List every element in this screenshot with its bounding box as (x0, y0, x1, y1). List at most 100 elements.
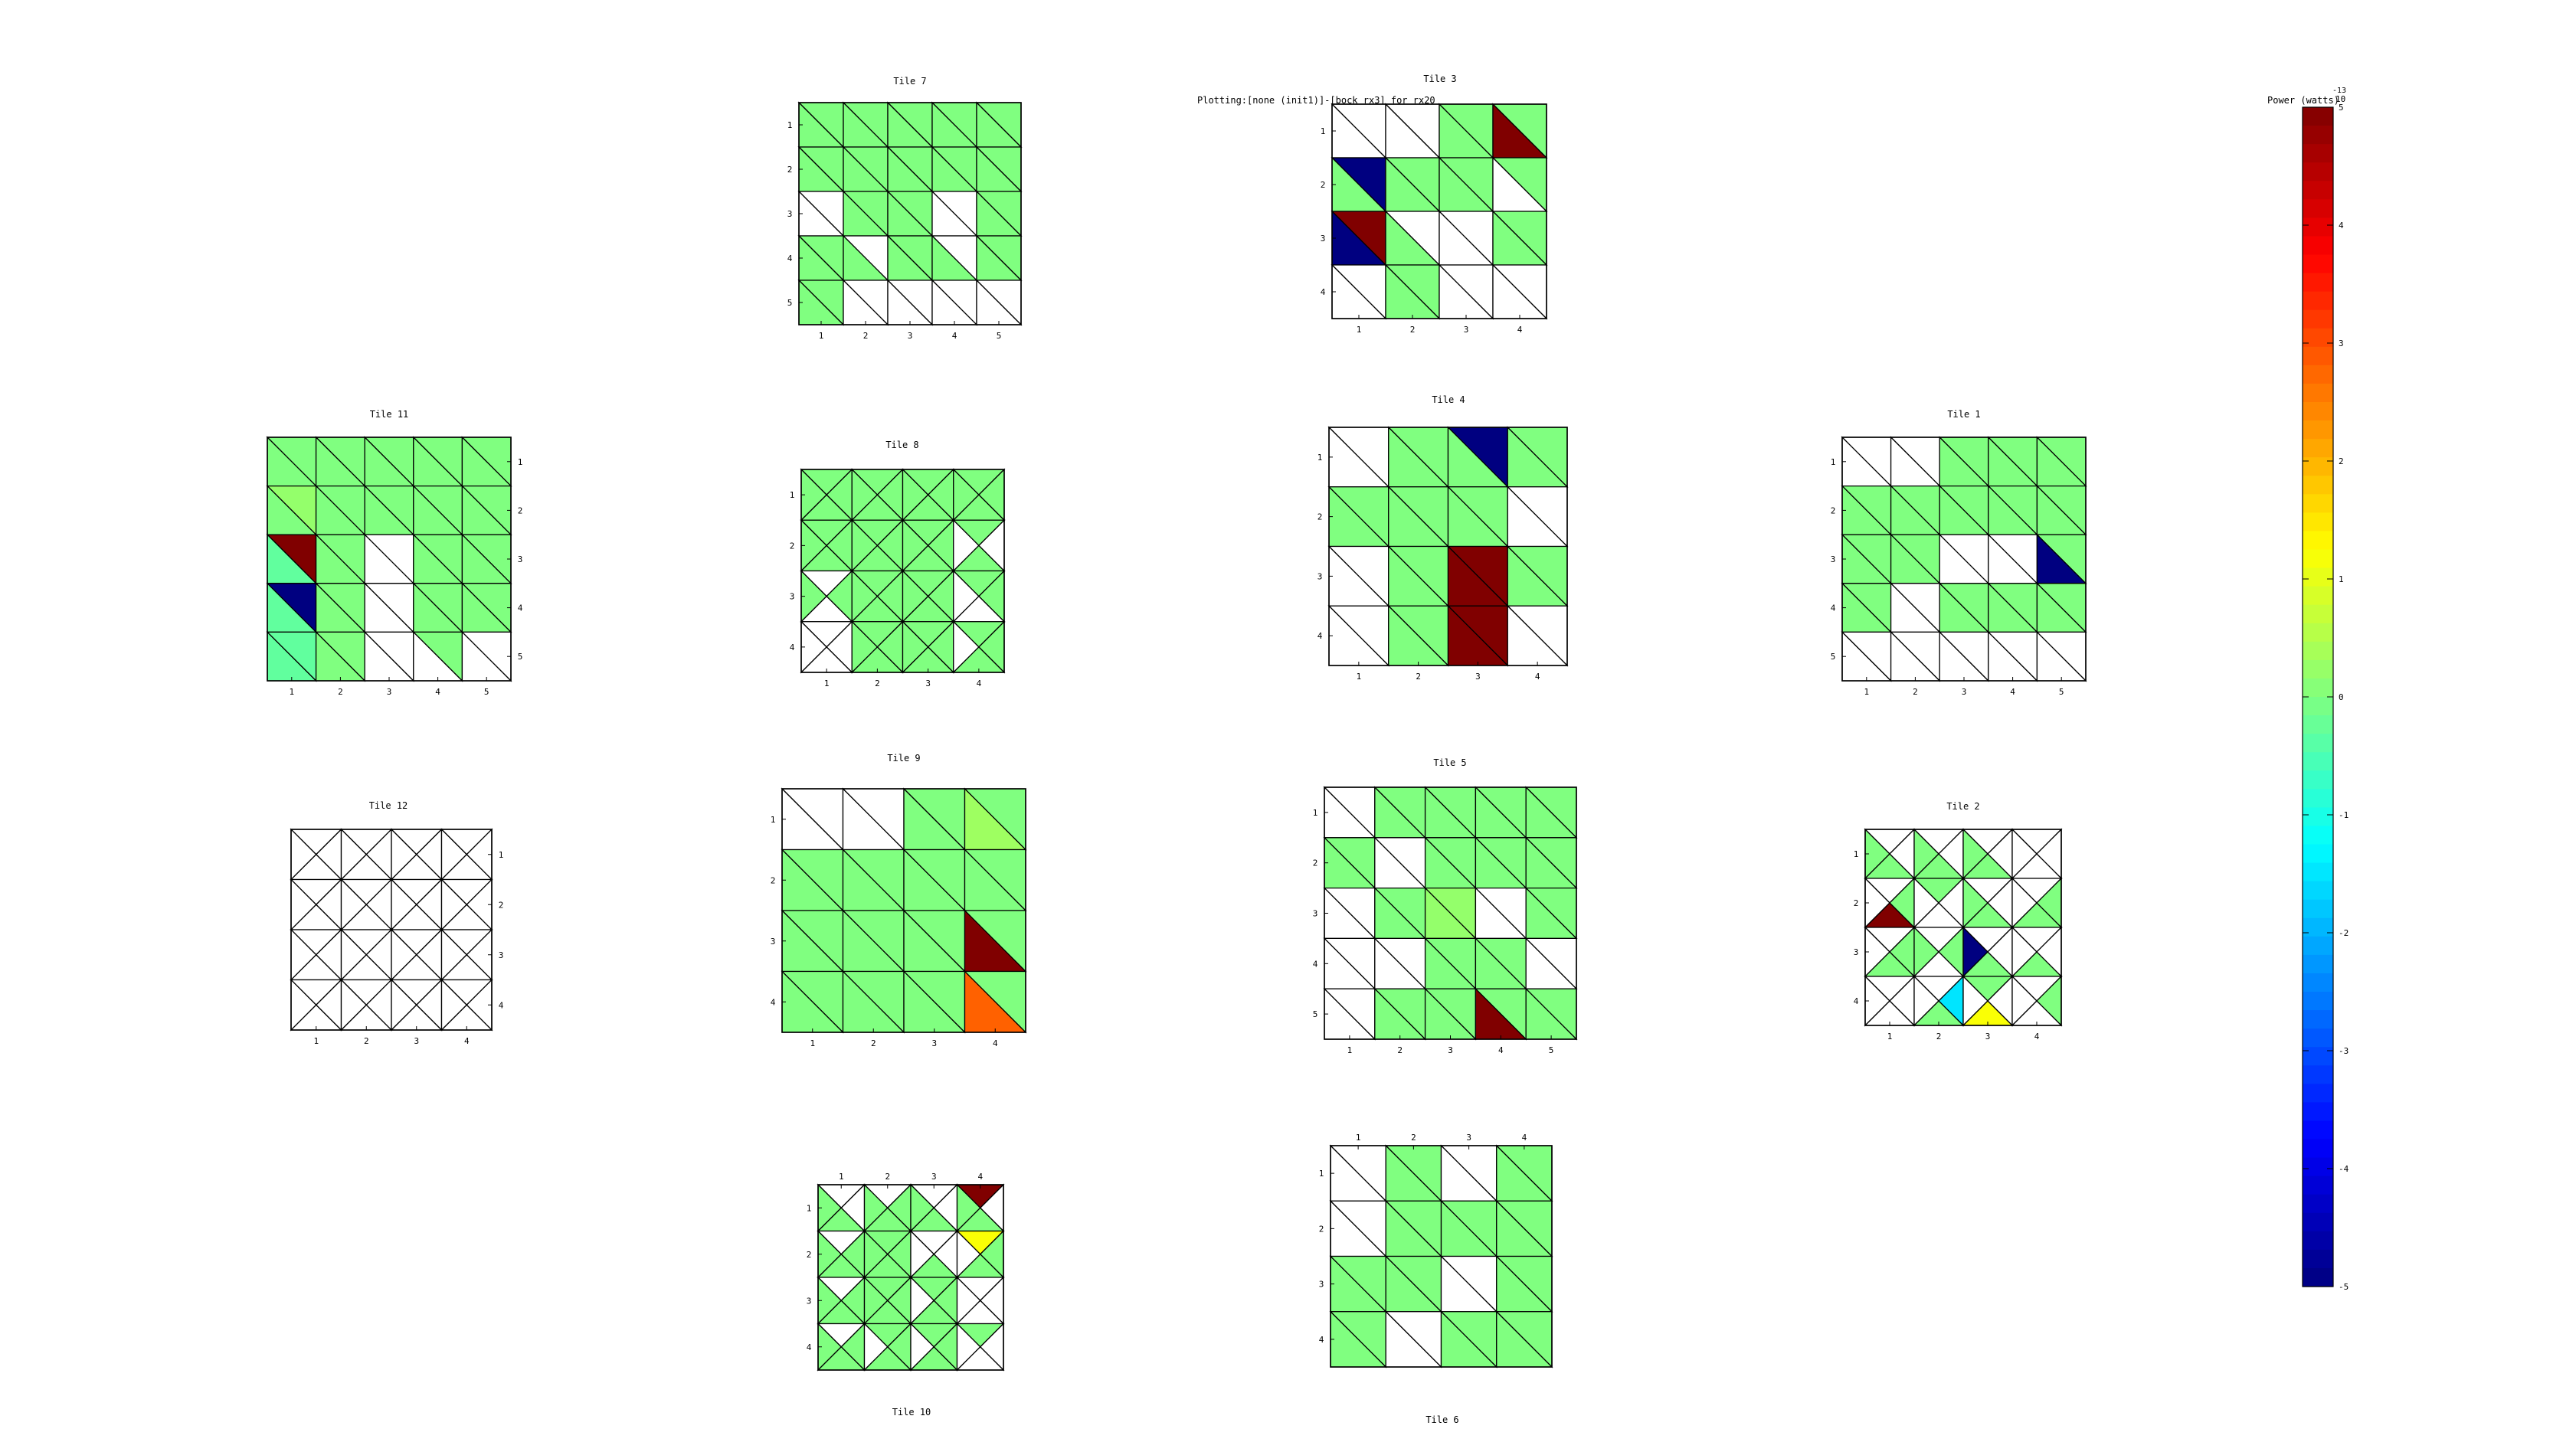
tile-x-tick: 3 (925, 679, 931, 688)
colorbar-band (2303, 1231, 2333, 1251)
colorbar-band (2303, 641, 2333, 661)
colorbar-tick-label: 0 (2339, 692, 2344, 702)
tile-y-tick: 3 (771, 937, 776, 947)
tile-x-tick: 2 (863, 331, 869, 341)
tile-x-tick: 1 (824, 679, 830, 688)
tile-y-tick: 1 (1319, 1169, 1324, 1179)
tile-x-tick: 2 (364, 1036, 369, 1046)
tile-6: Tile 1 1 2 3 4 5 1 2 3 4 5 (1831, 409, 2087, 697)
tile-x-tick: 4 (1522, 1133, 1527, 1143)
colorbar-band (2303, 715, 2333, 734)
colorbar-band (2303, 1010, 2333, 1029)
colorbar-band (2303, 678, 2333, 698)
tile-2: Tile 3 1 2 3 4 1 2 3 4 (1321, 74, 1548, 335)
colorbar-band (2303, 659, 2333, 679)
tile-y-tick: 4 (807, 1342, 812, 1352)
colorbar-band (2303, 1176, 2333, 1195)
tile-y-tick: 1 (807, 1203, 812, 1213)
colorbar-label: Power (watts) (2267, 95, 2339, 106)
tile-x-tick: 5 (997, 331, 1002, 341)
colorbar-band (2303, 1047, 2333, 1066)
colorbar-tick-label: 1 (2339, 574, 2344, 584)
tile-x-tick: 5 (2059, 687, 2064, 697)
tile-y-tick: 4 (787, 253, 793, 263)
tile-title: Tile 4 (1432, 394, 1465, 405)
colorbar-ramp (2302, 106, 2334, 1287)
tile-x-tick: 4 (2010, 687, 2015, 697)
tile-x-tick: 4 (952, 331, 957, 341)
colorbar-band (2303, 328, 2333, 348)
tile-y-tick: 5 (1313, 1009, 1318, 1019)
tile-y-tick: 1 (1831, 457, 1836, 467)
tile-x-tick: 3 (931, 1172, 937, 1182)
tile-y-tick: 1 (787, 120, 793, 130)
colorbar-tick-label: 2 (2339, 456, 2344, 466)
colorbar-band (2303, 126, 2333, 145)
tile-x-tick: 1 (1357, 672, 1362, 682)
colorbar-band (2303, 217, 2333, 237)
tile-y-tick: 3 (1319, 1280, 1324, 1290)
colorbar-band (2303, 273, 2333, 293)
tile-x-tick: 2 (1913, 687, 1918, 697)
colorbar-band (2303, 1249, 2333, 1269)
colorbar-band (2303, 862, 2333, 882)
tile-x-tick: 3 (1466, 1133, 1471, 1143)
tile-x-tick: 2 (1397, 1045, 1403, 1055)
tile-x-tick: 2 (338, 687, 343, 697)
tile-y-tick: 3 (1831, 554, 1836, 564)
colorbar-band (2303, 1120, 2333, 1140)
tile-11: Tile 10 1 2 3 4 1 2 3 4 (807, 1172, 1005, 1418)
colorbar-band (2303, 1157, 2333, 1177)
colorbar-band (2303, 789, 2333, 808)
tile-y-tick: 1 (518, 457, 523, 467)
colorbar-band (2303, 181, 2333, 200)
tile-y-tick: 2 (1317, 512, 1323, 522)
tile-title: Tile 11 (370, 409, 409, 420)
tile-y-tick: 4 (1317, 631, 1323, 641)
colorbar-tick-label: -3 (2339, 1046, 2349, 1056)
colorbar-band (2303, 1212, 2333, 1232)
tile-y-tick: 3 (1321, 234, 1326, 244)
tile-y-tick: 4 (1313, 959, 1318, 969)
tile-x-tick: 2 (885, 1172, 890, 1182)
colorbar-band (2303, 1102, 2333, 1122)
tile-y-tick: 3 (807, 1296, 812, 1306)
colorbar-band (2303, 697, 2333, 716)
colorbar-band (2303, 936, 2333, 956)
colorbar-exponent: -13 (2332, 87, 2346, 95)
colorbar-band (2303, 439, 2333, 458)
colorbar-band (2303, 144, 2333, 163)
tile-x-tick: 3 (1985, 1032, 1991, 1042)
tile-x-tick: 4 (1535, 672, 1540, 682)
tile-y-tick: 4 (499, 1000, 504, 1010)
colorbar-band (2303, 476, 2333, 495)
colorbar-tick-label: -1 (2339, 810, 2349, 820)
colorbar-band (2303, 881, 2333, 901)
colorbar-band (2303, 752, 2333, 771)
tile-x-tick: 2 (1936, 1032, 1942, 1042)
tile-3: Tile 11 1 2 3 4 5 1 2 3 4 5 (266, 409, 523, 697)
tile-5: Tile 4 1 2 3 4 1 2 3 4 (1317, 394, 1569, 682)
tile-y-tick: 4 (771, 997, 776, 1007)
colorbar-band (2303, 807, 2333, 827)
tile-x-tick: 2 (871, 1038, 876, 1048)
colorbar-band (2303, 346, 2333, 366)
tile-y-tick: 5 (518, 652, 523, 662)
colorbar-tick-label: 4 (2339, 221, 2344, 231)
tile-x-tick: 3 (387, 687, 392, 697)
colorbar-band (2303, 309, 2333, 329)
tile-title: Tile 2 (1946, 801, 1979, 812)
tile-y-tick: 4 (1831, 603, 1836, 613)
tile-y-tick: 2 (518, 505, 523, 515)
tile-y-tick: 3 (499, 950, 504, 960)
tile-title: Tile 8 (885, 440, 918, 450)
tile-y-tick: 2 (807, 1250, 812, 1260)
colorbar-tick-label: -4 (2339, 1164, 2349, 1174)
colorbar-band (2303, 365, 2333, 384)
colorbar-band (2303, 992, 2333, 1011)
tile-y-tick: 4 (1319, 1335, 1324, 1345)
tile-y-tick: 2 (1321, 180, 1326, 190)
tile-x-tick: 4 (1517, 325, 1523, 335)
